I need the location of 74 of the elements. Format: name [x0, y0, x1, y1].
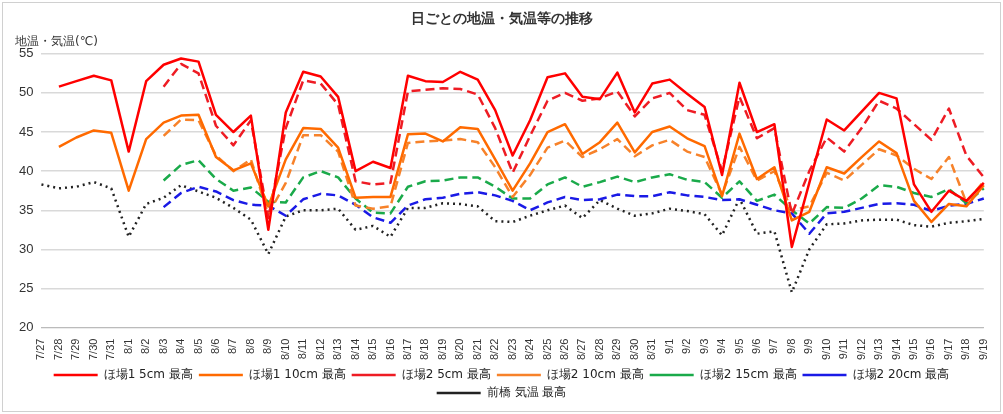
x-tick-label: 9/13 — [872, 338, 885, 361]
x-tick-label: 9/1 — [662, 338, 675, 354]
y-tick-label: 20 — [18, 319, 34, 335]
x-tick-label: 8/12 — [313, 338, 326, 361]
x-tick-label: 8/5 — [191, 338, 204, 354]
x-tick-label: 8/29 — [610, 338, 623, 361]
x-tick-label: 7/29 — [69, 338, 82, 361]
x-tick-label: 8/21 — [470, 338, 483, 361]
x-tick-label: 8/19 — [435, 338, 448, 361]
x-tick-label: 8/22 — [488, 338, 501, 361]
x-tick-label: 9/12 — [854, 338, 867, 361]
x-tick-label: 8/18 — [418, 338, 431, 361]
line-series — [162, 185, 986, 235]
x-tick-label: 9/5 — [732, 338, 745, 354]
y-axis-title: 地温・気温(℃) — [14, 33, 98, 48]
y-tick-label: 50 — [18, 84, 34, 100]
legend-label: ほ場2 20cm 最高 — [852, 367, 950, 382]
line-series — [162, 62, 986, 220]
x-tick-label: 9/7 — [767, 338, 780, 354]
x-tick-label: 8/11 — [296, 338, 309, 360]
y-tick-label: 40 — [18, 162, 34, 178]
x-tick-label: 8/1 — [121, 338, 134, 354]
x-tick-label: 8/3 — [156, 338, 169, 354]
x-tick-label: 7/28 — [51, 338, 64, 361]
y-tick-label: 25 — [18, 280, 34, 296]
x-tick-label: 9/19 — [976, 338, 989, 361]
chart-title: 日ごとの地温・気温等の推移 — [410, 10, 593, 27]
x-tick-label: 8/16 — [383, 338, 396, 361]
x-tick-label: 8/17 — [400, 338, 413, 361]
x-tick-label: 9/8 — [784, 338, 797, 354]
legend-label: ほ場1 10cm 最高 — [248, 367, 346, 382]
x-tick-label: 7/31 — [104, 338, 117, 361]
x-tick-label: 9/9 — [802, 338, 815, 354]
x-tick-label: 9/2 — [680, 338, 693, 354]
legend-label: ほ場1 5cm 最高 — [103, 367, 193, 382]
y-tick-label: 35 — [18, 201, 34, 217]
x-tick-label: 9/18 — [959, 338, 972, 361]
y-tick-label: 45 — [18, 123, 34, 139]
legend-label: ほ場2 15cm 最高 — [699, 367, 797, 382]
x-tick-label: 9/14 — [889, 338, 902, 361]
x-tick-label: 9/3 — [697, 338, 710, 354]
x-tick-label: 8/10 — [278, 338, 291, 361]
x-tick-label: 8/30 — [627, 338, 640, 361]
x-tick-label: 7/27 — [34, 338, 47, 361]
x-tick-label: 8/23 — [505, 338, 518, 361]
x-tick-label: 9/10 — [819, 338, 832, 361]
x-tick-label: 8/8 — [243, 338, 256, 354]
x-tick-label: 8/6 — [209, 338, 221, 354]
x-tick-label: 9/6 — [749, 338, 762, 354]
legend-label: ほ場2 10cm 最高 — [546, 367, 644, 382]
legend-label: ほ場2 5cm 最高 — [401, 367, 491, 382]
x-tick-label: 8/15 — [366, 338, 379, 361]
x-tick-label: 8/4 — [174, 338, 187, 354]
x-tick-label: 9/15 — [907, 338, 920, 361]
x-tick-label: 8/26 — [558, 338, 571, 361]
x-tick-label: 8/2 — [139, 338, 152, 354]
x-tick-label: 8/20 — [453, 338, 466, 361]
line-series — [162, 158, 986, 225]
x-tick-label: 8/7 — [226, 338, 239, 354]
x-tick-label: 8/28 — [592, 338, 605, 361]
x-tick-label: 7/30 — [86, 338, 99, 361]
x-tick-label: 8/25 — [540, 338, 553, 361]
x-tick-label: 8/27 — [575, 338, 588, 361]
x-tick-label: 9/16 — [924, 338, 937, 361]
x-tick-label: 8/31 — [645, 338, 658, 361]
x-tick-label: 9/17 — [941, 338, 954, 361]
x-tick-label: 8/9 — [261, 338, 274, 354]
x-tick-label: 8/24 — [523, 338, 536, 361]
x-tick-label: 8/13 — [331, 338, 344, 361]
legend-label: 前橋 気温 最高 — [486, 385, 567, 400]
x-tick-label: 9/11 — [837, 338, 850, 360]
x-tick-label: 9/4 — [715, 338, 728, 354]
y-tick-label: 30 — [18, 240, 34, 256]
x-tick-label: 8/14 — [348, 338, 361, 361]
